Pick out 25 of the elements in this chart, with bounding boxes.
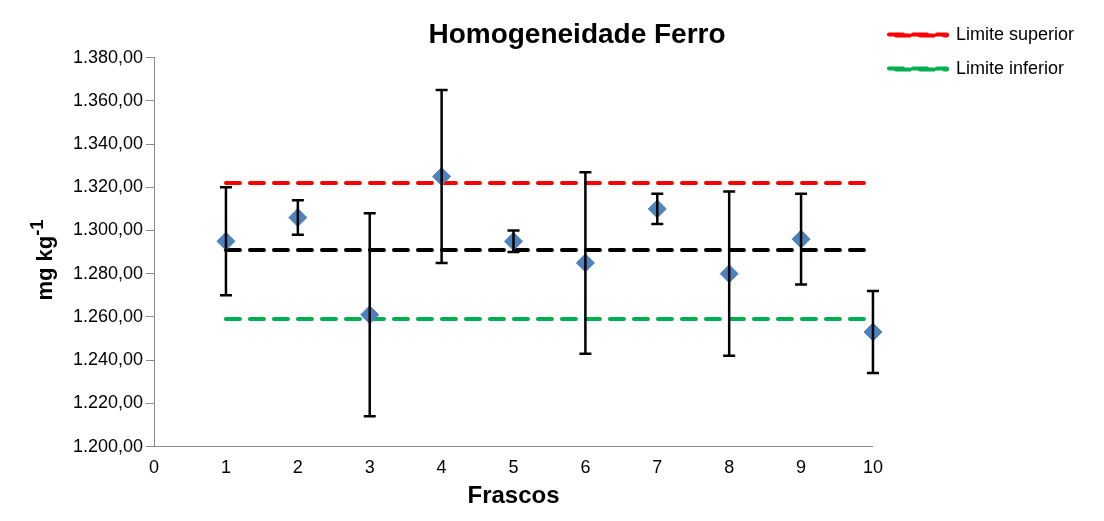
y-tick-label: 1.280,00	[72, 262, 144, 283]
x-axis-title: Frascos	[467, 481, 560, 509]
x-tick-label: 2	[292, 457, 303, 478]
legend-label: Limite inferior	[955, 57, 1064, 78]
x-tick-label: 6	[580, 457, 591, 478]
y-tick-label: 1.300,00	[72, 219, 144, 240]
legend-label: Limite superior	[955, 23, 1075, 44]
y-tick-label: 1.220,00	[72, 392, 144, 413]
x-tick-label: 8	[724, 457, 735, 478]
x-tick-label: 3	[364, 457, 375, 478]
chart-title: Homogeneidade Ferro	[428, 17, 726, 49]
x-tick-label: 0	[149, 457, 160, 478]
y-tick-label: 1.360,00	[72, 89, 144, 110]
y-tick-label: 1.320,00	[72, 176, 144, 197]
x-tick-label: 4	[436, 457, 447, 478]
y-tick-label: 1.200,00	[72, 435, 144, 456]
x-tick-label: 9	[796, 457, 807, 478]
y-tick-label: 1.240,00	[72, 349, 144, 370]
x-tick-label: 10	[862, 457, 883, 478]
x-tick-label: 1	[220, 457, 231, 478]
x-tick-label: 5	[508, 457, 519, 478]
x-tick-label: 7	[652, 457, 663, 478]
y-tick-label: 1.340,00	[72, 133, 144, 154]
y-tick-label: 1.380,00	[72, 46, 144, 67]
y-tick-label: 1.260,00	[72, 305, 144, 326]
